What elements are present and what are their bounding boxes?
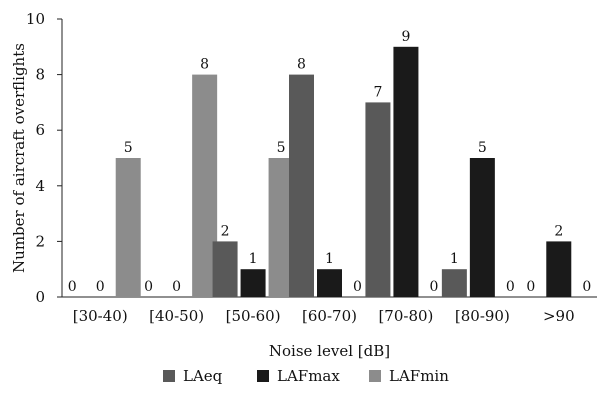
bar-laeq: [441, 269, 467, 297]
bar-laeq: [212, 241, 238, 297]
data-label: 0: [506, 279, 515, 295]
data-label: 9: [401, 29, 410, 45]
legend-label-lafmax: LAFmax: [277, 367, 340, 385]
y-tick-label: 4: [35, 177, 45, 195]
x-tick-label: [70-80): [378, 307, 433, 325]
legend-label-lafmin: LAFmin: [389, 367, 449, 385]
bar-lafmax: [469, 158, 495, 297]
data-label: 2: [554, 223, 563, 239]
bar-laeq: [365, 102, 391, 298]
y-tick-label: 2: [35, 232, 45, 250]
data-label: 5: [277, 140, 286, 156]
legend: LAeq LAFmax LAFmin: [163, 367, 449, 385]
data-label: 5: [124, 140, 133, 156]
data-label: 5: [478, 140, 487, 156]
data-label: 0: [429, 279, 438, 295]
y-axis-title: Number of aircraft overflights: [10, 43, 28, 273]
y-tick-label: 6: [35, 121, 45, 139]
x-tick-label: [60-70): [302, 307, 357, 325]
data-label: 0: [68, 279, 77, 295]
bar-laeq: [289, 74, 314, 297]
data-label: 0: [96, 279, 105, 295]
data-label: 1: [325, 251, 334, 267]
y-tick-label: 8: [35, 66, 45, 84]
x-axis-title: Noise level [dB]: [269, 342, 390, 360]
data-label: 0: [526, 279, 535, 295]
bar-lafmax: [546, 241, 572, 297]
data-label: 0: [144, 279, 153, 295]
bar-lafmax: [240, 269, 266, 297]
legend-swatch-lafmax: [257, 370, 269, 382]
bar-lafmin: [115, 158, 141, 297]
data-label: 2: [221, 223, 230, 239]
legend-swatch-laeq: [163, 370, 175, 382]
x-tick-label: [30-40): [73, 307, 128, 325]
x-tick-label: >90: [543, 307, 575, 325]
bar-lafmax: [393, 46, 419, 297]
x-tick-label: [50-60): [226, 307, 281, 325]
x-tick-label: [40-50): [149, 307, 204, 325]
legend-swatch-lafmin: [369, 370, 381, 382]
data-label: 8: [297, 57, 306, 73]
bar-lafmax: [317, 269, 342, 297]
legend-label-laeq: LAeq: [183, 367, 223, 385]
data-label: 1: [249, 251, 258, 267]
data-label: 0: [582, 279, 591, 295]
data-label: 8: [200, 57, 209, 73]
bars: [115, 46, 572, 298]
data-label: 7: [373, 84, 382, 100]
x-tick-label: [80-90): [455, 307, 510, 325]
y-tick-label: 10: [26, 10, 45, 28]
data-label: 1: [450, 251, 459, 267]
data-label: 0: [353, 279, 362, 295]
y-tick-label: 0: [35, 288, 45, 306]
data-label: 0: [172, 279, 181, 295]
